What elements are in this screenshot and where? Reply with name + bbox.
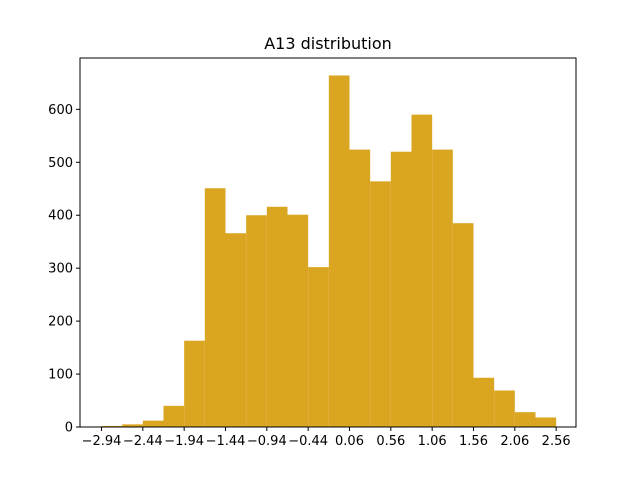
- histogram-bar: [225, 233, 247, 427]
- histogram-bar: [101, 425, 123, 427]
- histogram-bar: [473, 377, 495, 427]
- x-tick-label: 2.56: [542, 434, 571, 449]
- y-axis: 0 100 200 300 400 500 600: [48, 103, 80, 436]
- y-tick-label: 600: [48, 103, 73, 118]
- histogram-bar: [328, 75, 350, 427]
- plot-frame: [79, 57, 577, 428]
- histogram-bar: [122, 424, 143, 427]
- x-tick-label: 0.56: [376, 434, 405, 449]
- y-tick-label: 0: [65, 421, 73, 436]
- histogram-bar: [411, 114, 433, 428]
- histogram-bar: [514, 412, 536, 427]
- histogram-bar: [494, 390, 515, 427]
- y-tick-label: 400: [48, 209, 73, 224]
- histogram-bar: [349, 149, 371, 427]
- x-tick-label: 0.06: [335, 434, 364, 449]
- histogram-bar: [204, 188, 226, 427]
- x-tick-label: −0.44: [288, 434, 328, 449]
- x-tick-label: −2.44: [123, 434, 163, 449]
- x-tick-label: 1.06: [418, 434, 447, 449]
- x-axis: −2.94 −2.44 −1.94 −1.44 −0.94 −0.44 0.06 0.56 1.…: [82, 427, 571, 449]
- histogram-bar: [184, 340, 205, 427]
- x-tick-label: 2.06: [500, 434, 529, 449]
- y-tick-label: 100: [48, 368, 73, 383]
- histogram-bar: [370, 181, 391, 427]
- histogram-bar: [266, 206, 288, 427]
- chart-title: A13 distribution: [264, 34, 392, 53]
- histogram-bar: [246, 215, 267, 427]
- x-tick-label: 1.56: [459, 434, 488, 449]
- histogram-bar: [390, 151, 412, 427]
- histogram-bar: [452, 223, 474, 427]
- histogram-bar: [308, 267, 329, 427]
- y-tick-label: 500: [48, 156, 73, 171]
- histogram-bar: [287, 214, 309, 427]
- x-tick-label: −2.94: [82, 434, 122, 449]
- histogram-bar: [432, 149, 453, 427]
- x-tick-label: −1.94: [164, 434, 204, 449]
- y-tick-label: 200: [48, 315, 73, 330]
- x-tick-label: −0.94: [247, 434, 287, 449]
- histogram-bar: [142, 420, 164, 427]
- x-tick-label: −1.44: [206, 434, 246, 449]
- y-tick-label: 300: [48, 262, 73, 277]
- bars-group: [101, 75, 557, 428]
- histogram-bar: [163, 405, 185, 427]
- histogram-bar: [535, 417, 557, 427]
